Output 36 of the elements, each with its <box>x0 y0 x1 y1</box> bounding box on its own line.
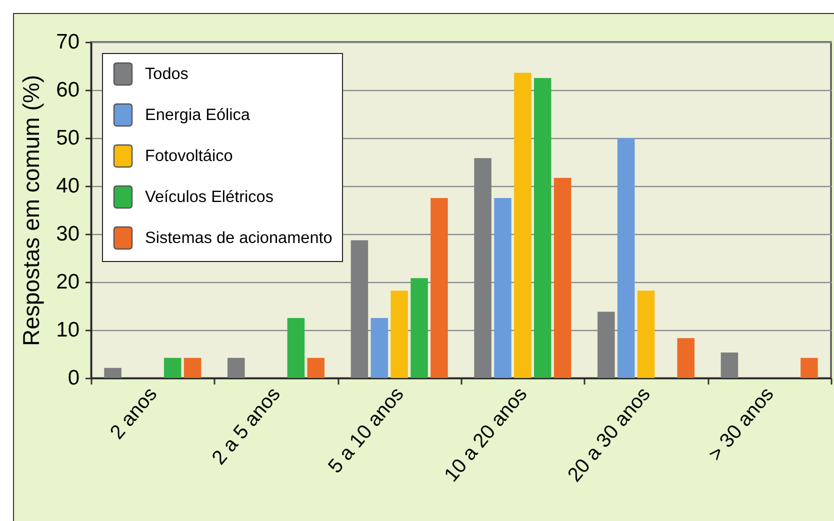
bar <box>514 72 532 378</box>
bar <box>350 240 368 378</box>
y-tick-label: 30 <box>56 222 80 246</box>
legend-label: Veículos Elétricos <box>145 188 274 206</box>
legend-label: Energia Eólica <box>145 106 251 124</box>
bar <box>720 352 738 378</box>
bar <box>164 358 182 378</box>
bar <box>474 158 492 378</box>
y-tick-label: 50 <box>56 126 80 150</box>
y-tick-label: 10 <box>56 318 80 342</box>
bar <box>597 312 615 378</box>
bar <box>430 198 448 378</box>
y-tick-label: 70 <box>56 30 80 54</box>
bar <box>227 358 245 378</box>
bar <box>800 358 818 378</box>
legend-label: Todos <box>145 65 188 83</box>
y-tick-label: 20 <box>56 270 80 294</box>
legend-label: Sistemas de acionamento <box>145 229 332 247</box>
bar <box>104 368 122 378</box>
bar <box>677 338 695 378</box>
bar <box>410 278 428 378</box>
y-axis-title: Respostas em comum (%) <box>18 75 44 346</box>
bar <box>534 78 552 378</box>
y-tick-label: 40 <box>56 174 80 198</box>
bar <box>617 138 635 378</box>
bar <box>287 318 305 378</box>
bar <box>307 358 325 378</box>
legend-label: Fotovoltáico <box>145 147 233 165</box>
y-tick-label: 0 <box>68 366 80 390</box>
bar <box>370 318 388 378</box>
bar <box>494 198 512 378</box>
bar <box>637 290 655 378</box>
y-tick-label: 60 <box>56 78 80 102</box>
bar <box>390 290 408 378</box>
bar <box>184 358 202 378</box>
bar <box>554 178 572 378</box>
